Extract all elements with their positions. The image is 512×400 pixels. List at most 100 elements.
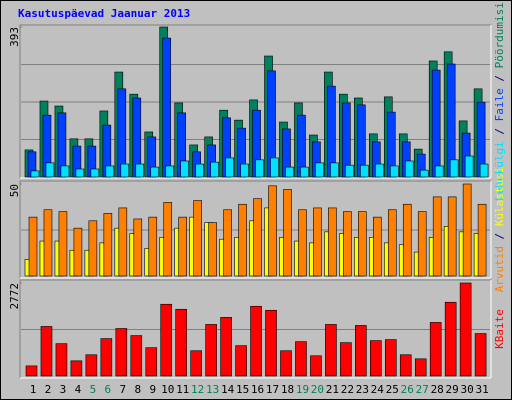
bar [193,200,202,277]
bar [300,166,309,178]
legend: Lehekülgi / Faile / Pöördumisi [493,2,506,201]
bar [58,211,68,277]
bar [268,185,277,277]
bar [118,207,128,277]
bar [447,196,457,277]
x-tick-label: 21 [326,383,339,396]
bar [358,211,367,277]
bar [40,326,53,377]
bar [120,163,130,178]
bar [25,365,38,377]
legend-entry: KBaite [493,309,506,349]
x-tick-label: 1 [30,383,37,396]
bar [225,157,234,178]
bar [315,162,324,178]
legend-separator: / [493,68,506,88]
bar [160,303,173,377]
bar [360,164,369,178]
bar [150,166,160,178]
x-tick-label: 18 [281,383,294,396]
x-tick-label: 26 [401,383,414,396]
bar [298,209,307,277]
bar [145,347,158,377]
bar [235,345,247,377]
bar [429,322,442,377]
x-tick-label: 2 [45,383,52,396]
x-tick-label: 23 [356,383,369,396]
x-tick-label: 15 [236,383,249,396]
x-tick-label: 6 [105,383,112,396]
y-tick-label: 50 [8,184,21,197]
bar [255,159,264,178]
bar [90,168,100,178]
bar [345,164,354,178]
x-tick-label: 20 [311,383,324,396]
bar [55,343,68,377]
legend-entry: Arvutid [493,246,506,292]
bar [283,189,292,277]
bar [223,209,232,277]
bar [73,227,83,277]
bar [28,216,38,277]
bar [163,202,173,277]
bar [265,309,277,377]
legend-entry: Lehekülgi [493,141,506,201]
bar [449,159,459,178]
legend-entry: Faile [493,88,506,121]
legend: Arvutid / Külastusi [493,167,506,293]
y-tick-label: 2772 [8,283,21,310]
bar [419,169,429,178]
x-tick-label: 16 [251,383,264,396]
bar [180,160,189,178]
bar [162,37,172,178]
bar [133,218,143,277]
bar [60,165,70,178]
legend-entry: Külastusi [493,167,506,227]
bar [175,308,187,377]
bar [464,155,474,178]
bar [253,198,262,277]
bar [280,350,292,377]
bar [285,166,294,178]
bar [325,324,337,377]
bar [165,165,175,178]
bar [474,333,487,377]
bar [130,335,143,377]
x-tick-label: 3 [60,383,67,396]
bar [190,350,202,377]
bar [432,196,442,277]
bar [270,157,279,178]
legend-entry: Pöördumisi [493,2,506,68]
bar [148,216,158,277]
bar [75,168,85,178]
bar [220,317,232,377]
bar [88,220,98,277]
bar [103,213,113,277]
bar [434,165,444,178]
x-tick-label: 27 [416,383,429,396]
legend-separator: / [493,226,506,246]
bar [387,209,397,277]
bar [328,207,337,277]
x-tick-label: 17 [266,383,279,396]
bar [402,203,412,277]
x-tick-label: 22 [341,383,354,396]
bar [30,170,40,178]
bar [178,216,187,277]
bar [444,301,457,377]
bar [431,69,441,178]
bar [240,163,249,178]
x-tick-label: 4 [75,383,82,396]
bar [384,339,397,377]
x-tick-label: 29 [446,383,459,396]
x-tick-label: 12 [191,383,204,396]
x-tick-label: 11 [176,383,189,396]
bar [295,341,307,377]
bar [414,358,427,377]
bar [313,207,322,277]
x-tick-label: 24 [371,383,385,396]
x-tick-label: 31 [475,383,488,396]
bar [105,165,115,178]
bar [370,340,382,377]
